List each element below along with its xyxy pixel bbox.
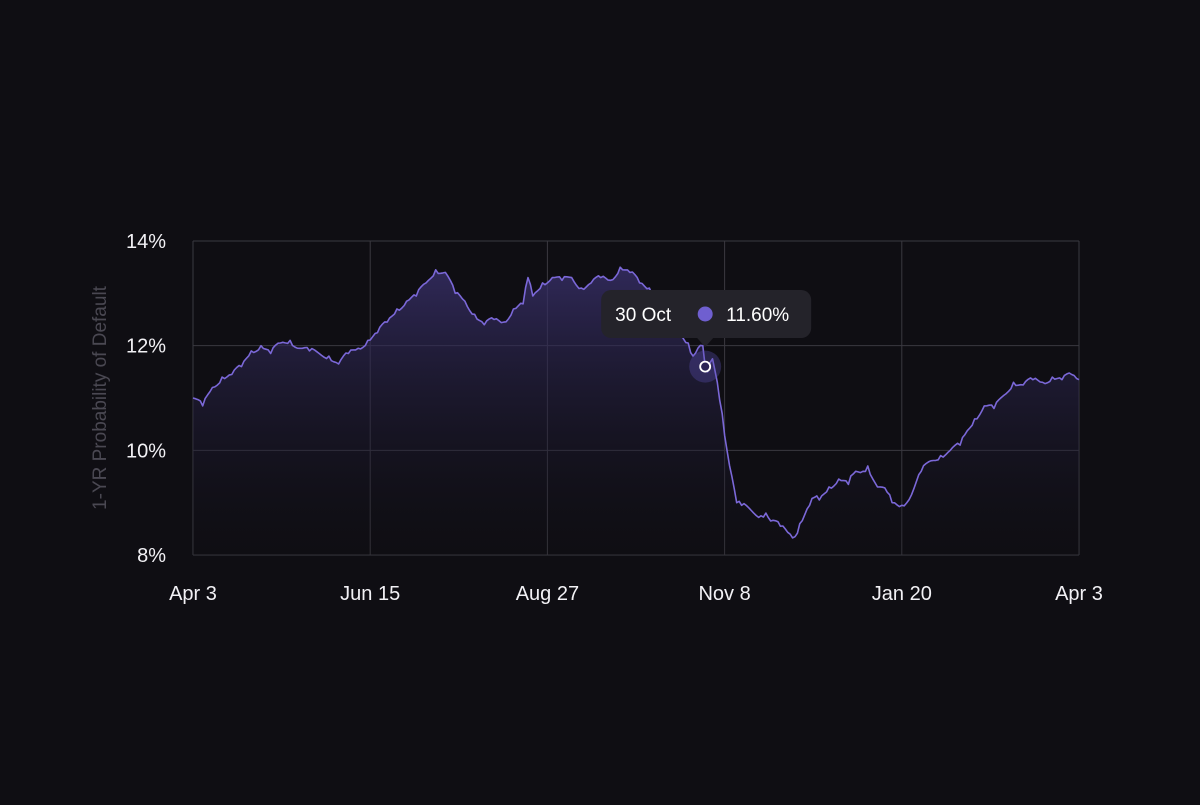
x-tick-label: Jun 15 xyxy=(340,583,400,605)
tooltip-pointer xyxy=(697,338,714,347)
x-tick-label: Jan 20 xyxy=(872,583,932,605)
tooltip-series-dot xyxy=(697,306,713,322)
y-axis-title: 1-YR Probability of Default xyxy=(90,285,111,510)
x-tick-label: Aug 27 xyxy=(516,583,579,605)
x-tick-label: Apr 3 xyxy=(1055,583,1103,605)
x-tick-label: Apr 3 xyxy=(169,583,217,605)
tooltip-value: 11.60% xyxy=(726,305,789,326)
tooltip-date: 30 Oct xyxy=(615,305,672,326)
y-tick-label: 12% xyxy=(126,336,166,358)
y-axis-tick-labels: 14% 12% 10% 8% xyxy=(126,231,166,567)
hover-point[interactable] xyxy=(699,360,712,373)
series-line[interactable] xyxy=(192,266,1080,539)
y-tick-label: 8% xyxy=(137,545,166,567)
series-area xyxy=(193,267,1079,555)
tooltip: 30 Oct 11.60% xyxy=(601,290,812,383)
y-tick-label: 10% xyxy=(126,440,166,462)
x-axis-tick-labels: Apr 3 Jun 15 Aug 27 Nov 8 Jan 20 Apr 3 xyxy=(169,583,1103,605)
x-tick-label: Nov 8 xyxy=(698,583,750,605)
y-tick-label: 14% xyxy=(126,231,166,253)
